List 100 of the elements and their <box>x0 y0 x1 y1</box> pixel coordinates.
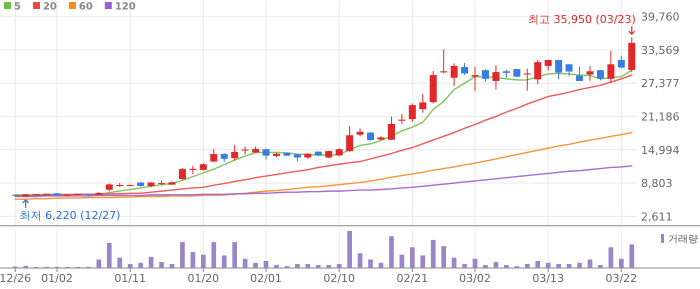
bar <box>253 262 258 268</box>
bar <box>378 262 384 268</box>
candlestick <box>210 148 218 163</box>
bar <box>305 264 310 268</box>
bar <box>96 259 102 268</box>
bar <box>618 258 624 268</box>
bar <box>504 265 509 268</box>
candlestick <box>242 146 249 155</box>
candlestick <box>472 66 479 92</box>
x-tick-label: 01/11 <box>114 272 146 285</box>
x-tick-label: 12/26 <box>0 272 32 285</box>
bar <box>494 262 498 268</box>
bar <box>138 262 143 268</box>
candlestick <box>231 144 238 161</box>
bar <box>170 264 174 268</box>
bar <box>566 264 572 268</box>
candlestick <box>189 165 196 175</box>
bar <box>295 264 300 268</box>
y-tick-label: 27,377 <box>641 77 680 90</box>
bar <box>577 262 582 268</box>
x-tick-label: 03/02 <box>459 272 491 285</box>
bar <box>106 242 112 268</box>
candlestick <box>576 66 584 82</box>
y-tick-label: 21,186 <box>641 110 680 124</box>
candlestick <box>388 116 395 141</box>
bar <box>358 253 362 268</box>
candlestick <box>544 59 552 72</box>
legend-label: 120 <box>114 2 136 12</box>
candlestick <box>492 64 500 90</box>
candlestick <box>408 103 416 122</box>
x-tick-label: 01/02 <box>41 272 73 285</box>
bar <box>608 247 614 268</box>
bar <box>336 264 342 268</box>
candlestick <box>618 55 625 70</box>
bar <box>472 258 478 268</box>
candlestick <box>586 65 594 82</box>
bar <box>556 264 561 268</box>
candlestick <box>607 50 614 84</box>
bar <box>148 256 154 268</box>
legend-label: 60 <box>78 2 93 12</box>
bar <box>180 242 185 268</box>
candlestick <box>482 68 489 82</box>
legend-label: 5 <box>14 2 21 12</box>
bar <box>190 252 196 268</box>
bar <box>242 258 248 268</box>
candlestick <box>450 62 458 86</box>
bar <box>159 262 164 268</box>
x-tick-label: 03/13 <box>532 272 564 285</box>
annotation: 최저 6,220 (12/27) <box>20 208 120 222</box>
line-series <box>14 165 632 198</box>
bar <box>200 254 206 268</box>
bar <box>232 242 238 268</box>
bar <box>483 265 488 268</box>
y-tick-label: 14,994 <box>641 144 680 157</box>
bar <box>326 265 332 268</box>
candlestick <box>555 59 562 80</box>
bar <box>524 264 530 268</box>
candlestick <box>596 69 604 81</box>
bar <box>441 246 446 268</box>
candlestick <box>398 114 406 124</box>
annotation: 최고 35,950 (03/23) <box>528 13 636 26</box>
bar <box>389 236 394 268</box>
candlestick <box>220 152 228 163</box>
bar <box>629 244 634 268</box>
bar <box>588 259 592 268</box>
candlestick <box>524 68 531 92</box>
x-tick-label: 02/01 <box>250 272 282 285</box>
bar <box>430 240 436 268</box>
bar <box>128 264 133 268</box>
y-tick-label: 2,611 <box>641 210 672 224</box>
y-tick-label: 8,803 <box>641 177 672 190</box>
x-tick-label: 02/10 <box>323 272 356 285</box>
bar <box>410 247 415 268</box>
x-tick-label: 03/22 <box>605 272 638 285</box>
candlestick <box>346 126 354 152</box>
bar <box>316 265 321 268</box>
bar <box>264 260 268 268</box>
candlestick <box>262 148 270 160</box>
legend-label: 거래량 <box>668 234 698 245</box>
bar <box>274 265 279 268</box>
x-tick-label: 01/20 <box>187 272 220 285</box>
legend-label: 20 <box>42 2 57 12</box>
bar <box>222 255 227 268</box>
bar <box>452 258 456 268</box>
bar <box>211 242 216 268</box>
bar <box>117 258 122 268</box>
bar <box>347 231 352 268</box>
candlestick <box>440 48 448 74</box>
candlestick <box>534 60 542 85</box>
bar <box>535 260 540 268</box>
y-tick-label: 33,569 <box>641 44 680 57</box>
x-tick-label: 02/21 <box>396 272 428 285</box>
candlestick <box>566 63 573 77</box>
bar <box>462 264 467 268</box>
bar <box>598 265 603 268</box>
candlestick <box>419 94 426 114</box>
bar <box>368 259 373 268</box>
candlestick <box>178 168 186 180</box>
bar <box>400 254 404 268</box>
candlestick <box>461 62 468 76</box>
